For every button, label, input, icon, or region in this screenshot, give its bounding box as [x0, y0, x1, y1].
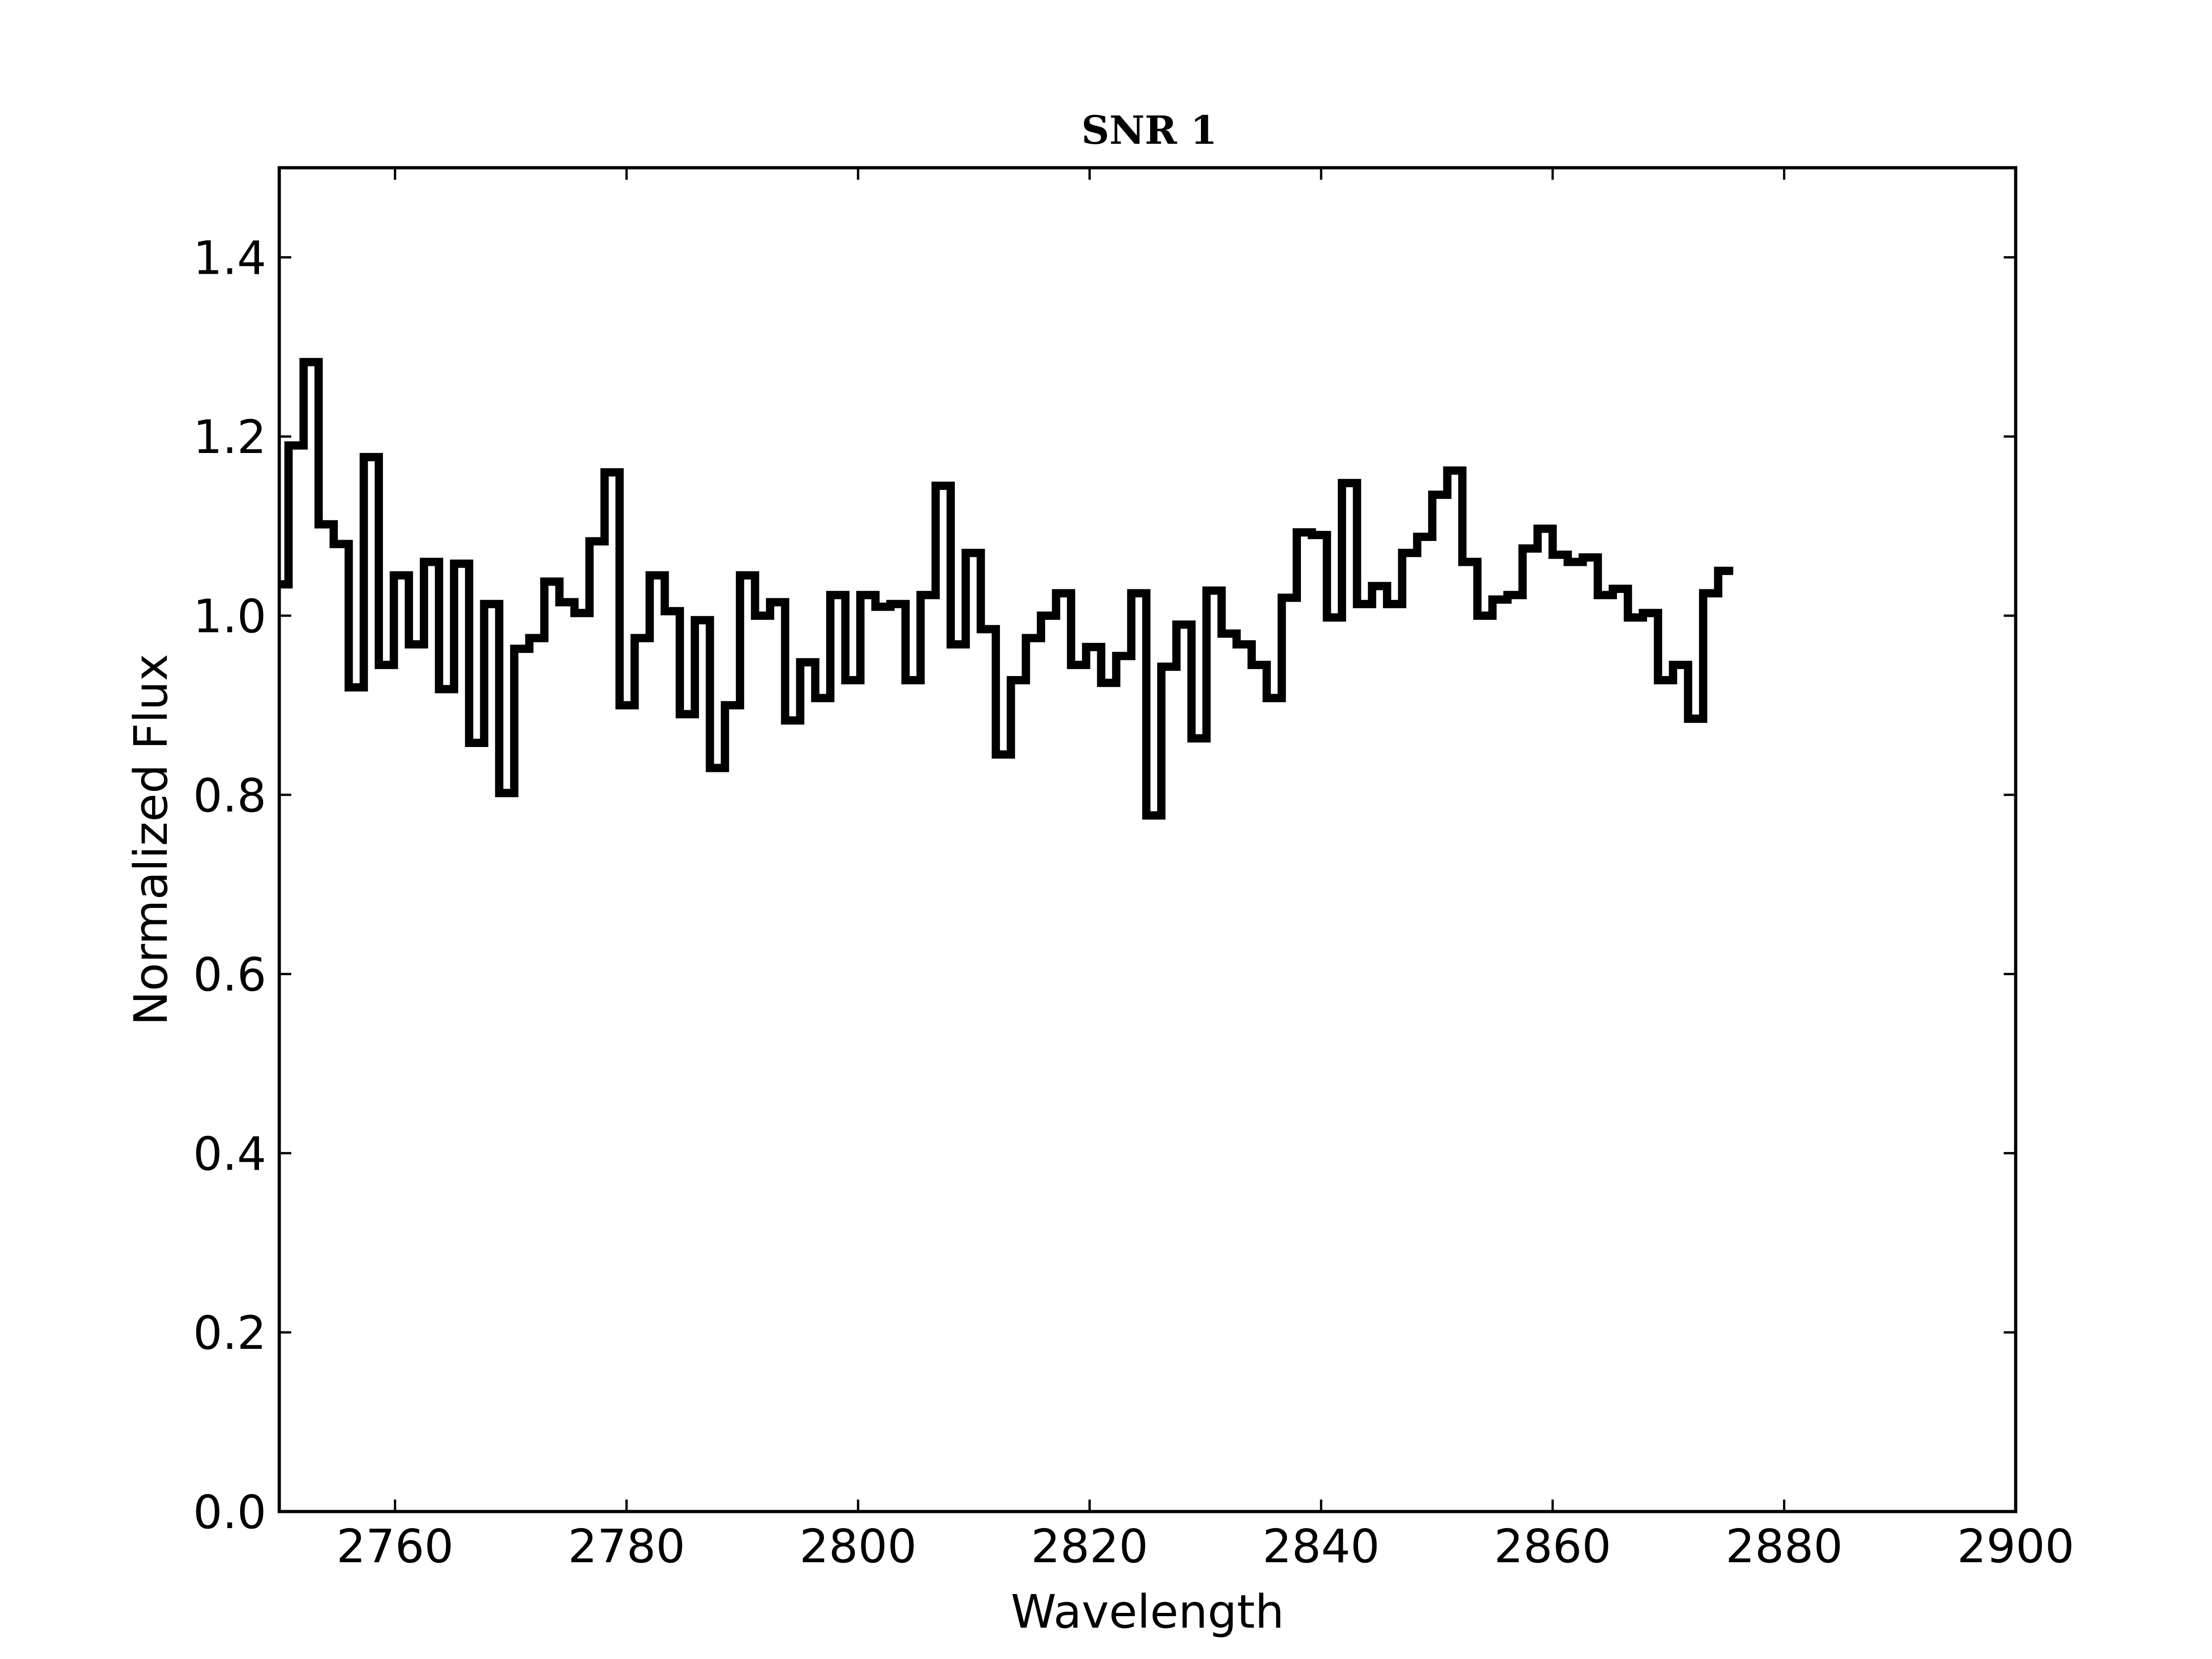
x-tick-label: 2860	[1494, 1519, 1612, 1573]
x-axis-label: Wavelength	[1011, 1585, 1284, 1639]
x-tick-label: 2760	[336, 1519, 454, 1573]
x-tick-label: 2840	[1263, 1519, 1380, 1573]
x-tick-label: 2880	[1725, 1519, 1843, 1573]
x-tick-label: 2900	[1957, 1519, 2075, 1573]
y-tick-label: 0.8	[193, 769, 266, 823]
x-tick-label: 2820	[1031, 1519, 1148, 1573]
y-tick-label: 0.6	[193, 948, 266, 1002]
y-tick-label: 1.0	[193, 589, 266, 643]
y-tick-label: 1.4	[193, 231, 266, 285]
y-tick-label: 0.4	[193, 1127, 266, 1181]
y-tick-label: 1.2	[193, 410, 266, 464]
chart-title: SNR 1	[1082, 107, 1218, 153]
x-tick-label: 2800	[800, 1519, 917, 1573]
y-tick-label: 0.2	[193, 1306, 266, 1360]
y-axis-label: Normalized Flux	[124, 654, 178, 1026]
y-tick-label: 0.0	[193, 1485, 266, 1539]
x-tick-label: 2780	[568, 1519, 685, 1573]
